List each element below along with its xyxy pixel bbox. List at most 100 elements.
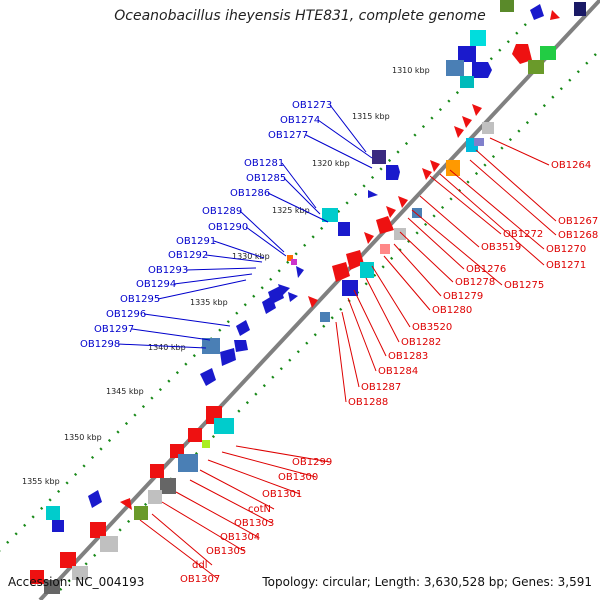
gene-feature[interactable] [512, 44, 532, 64]
gene-feature[interactable] [550, 10, 560, 20]
reverse-gene-label[interactable]: OB3519 [481, 242, 521, 253]
forward-gene-label[interactable]: OB1294 [136, 279, 176, 290]
gene-feature[interactable] [474, 138, 484, 146]
gene-feature[interactable] [346, 250, 364, 270]
gene-feature[interactable] [528, 60, 544, 74]
gene-feature[interactable] [46, 506, 60, 520]
reverse-gene-label[interactable]: OB1271 [546, 260, 586, 271]
gene-feature[interactable] [320, 312, 330, 322]
reverse-gene-label[interactable]: OB1279 [443, 291, 483, 302]
reverse-gene-label[interactable]: OB1304 [220, 532, 260, 543]
reverse-gene-label[interactable]: OB1264 [551, 160, 591, 171]
gene-feature[interactable] [430, 160, 440, 172]
gene-feature[interactable] [160, 478, 176, 494]
gene-feature[interactable] [268, 286, 284, 304]
gene-feature[interactable] [72, 566, 88, 580]
forward-gene-label[interactable]: OB1295 [120, 294, 160, 305]
reverse-gene-label[interactable]: OB1284 [378, 366, 418, 377]
gene-feature[interactable] [462, 116, 472, 128]
reverse-gene-label[interactable]: OB1299 [292, 457, 332, 468]
gene-feature[interactable] [44, 580, 60, 594]
gene-feature[interactable] [368, 190, 378, 198]
gene-feature[interactable] [234, 340, 248, 352]
gene-feature[interactable] [202, 338, 220, 354]
reverse-gene-label[interactable]: OB1305 [206, 546, 246, 557]
reverse-gene-label[interactable]: OB1278 [455, 277, 495, 288]
reverse-gene-label[interactable]: OB1280 [432, 305, 472, 316]
gene-feature[interactable] [394, 228, 406, 240]
gene-feature[interactable] [120, 498, 132, 510]
gene-feature[interactable] [291, 259, 297, 265]
gene-feature[interactable] [376, 216, 394, 234]
reverse-gene-label[interactable]: OB1282 [401, 337, 441, 348]
gene-feature[interactable] [530, 4, 544, 20]
forward-gene-label[interactable]: OB1296 [106, 309, 146, 320]
gene-feature[interactable] [308, 296, 318, 308]
gene-feature[interactable] [372, 150, 386, 164]
forward-gene-label[interactable]: OB1292 [168, 250, 208, 261]
gene-feature[interactable] [398, 196, 408, 208]
gene-feature[interactable] [386, 165, 400, 180]
gene-feature[interactable] [458, 46, 476, 62]
gene-feature[interactable] [296, 266, 304, 278]
gene-feature[interactable] [386, 206, 396, 218]
forward-gene-label[interactable]: OB1273 [292, 100, 332, 111]
reverse-gene-label[interactable]: OB1300 [278, 472, 318, 483]
reverse-gene-label[interactable]: OB1275 [504, 280, 544, 291]
reverse-gene-label[interactable]: OB1307 [180, 574, 220, 585]
gene-feature[interactable] [90, 522, 106, 538]
gene-feature[interactable] [380, 244, 390, 254]
gene-feature[interactable] [460, 76, 474, 88]
gene-feature[interactable] [482, 122, 494, 134]
gene-feature[interactable] [470, 30, 486, 46]
gene-feature[interactable] [220, 348, 236, 366]
gene-feature[interactable] [422, 168, 432, 180]
gene-feature[interactable] [288, 292, 298, 302]
gene-feature[interactable] [202, 440, 210, 448]
reverse-gene-label[interactable]: OB1303 [234, 518, 274, 529]
reverse-gene-label[interactable]: OB1268 [558, 230, 598, 241]
gene-feature[interactable] [148, 490, 162, 504]
gene-feature[interactable] [472, 104, 482, 116]
gene-feature[interactable] [278, 284, 290, 296]
gene-feature[interactable] [236, 320, 250, 336]
reverse-gene-label[interactable]: OB1276 [466, 264, 506, 275]
reverse-gene-label[interactable]: OB1272 [503, 229, 543, 240]
forward-gene-label[interactable]: OB1289 [202, 206, 242, 217]
forward-gene-label[interactable]: OB1293 [148, 265, 188, 276]
reverse-gene-label[interactable]: OB1288 [348, 397, 388, 408]
gene-feature[interactable] [500, 0, 514, 12]
forward-gene-label[interactable]: OB1281 [244, 158, 284, 169]
reverse-gene-label[interactable]: cotN [248, 504, 271, 515]
reverse-gene-label[interactable]: OB1267 [558, 216, 598, 227]
forward-gene-label[interactable]: OB1286 [230, 188, 270, 199]
gene-feature[interactable] [287, 255, 293, 261]
gene-feature[interactable] [322, 208, 338, 222]
reverse-gene-label[interactable]: OB1301 [262, 489, 302, 500]
gene-feature[interactable] [52, 520, 64, 532]
forward-gene-label[interactable]: OB1285 [246, 173, 286, 184]
gene-feature[interactable] [446, 60, 464, 76]
gene-feature[interactable] [188, 428, 202, 442]
reverse-gene-label[interactable]: OB1270 [546, 244, 586, 255]
gene-feature[interactable] [454, 126, 464, 138]
gene-feature[interactable] [178, 454, 198, 472]
gene-feature[interactable] [360, 262, 374, 278]
gene-feature[interactable] [200, 368, 216, 386]
gene-feature[interactable] [364, 232, 374, 244]
forward-gene-label[interactable]: OB1297 [94, 324, 134, 335]
gene-feature[interactable] [342, 280, 358, 296]
forward-gene-label[interactable]: OB1291 [176, 236, 216, 247]
forward-gene-label[interactable]: OB1274 [280, 115, 320, 126]
gene-feature[interactable] [338, 222, 350, 236]
gene-feature[interactable] [574, 2, 586, 16]
reverse-gene-label[interactable]: OB3520 [412, 322, 452, 333]
gene-feature[interactable] [412, 208, 422, 218]
gene-feature[interactable] [30, 570, 44, 584]
reverse-gene-label[interactable]: OB1287 [361, 382, 401, 393]
gene-feature[interactable] [100, 536, 118, 552]
gene-feature[interactable] [60, 552, 76, 568]
gene-feature[interactable] [540, 46, 556, 60]
forward-gene-label[interactable]: OB1277 [268, 130, 308, 141]
gene-feature[interactable] [134, 506, 148, 520]
